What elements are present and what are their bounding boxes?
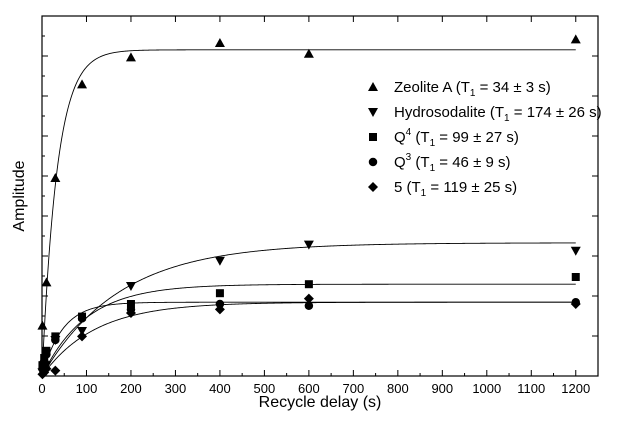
x-tick-label: 0 (38, 381, 45, 396)
legend-marker (368, 182, 378, 192)
fit-curve (41, 301, 576, 377)
x-tick-label: 100 (76, 381, 98, 396)
x-tick-label: 500 (254, 381, 276, 396)
data-point-series-3 (42, 350, 51, 359)
data-point-series-4 (303, 293, 314, 304)
data-point-series-1 (303, 240, 314, 250)
data-point-series-0 (125, 52, 136, 62)
data-point-series-3 (215, 299, 225, 309)
plot-area (41, 15, 599, 377)
data-point-series-1 (125, 282, 136, 291)
data-point-series-4 (77, 331, 88, 342)
plot-border (41, 15, 599, 377)
x-tick-label: 200 (120, 381, 142, 396)
fit-curves (41, 49, 576, 377)
legend-marker (369, 133, 377, 141)
fit-curve (41, 49, 576, 377)
x-tick-label: 700 (343, 381, 365, 396)
x-tick-label: 800 (387, 381, 409, 396)
data-point-series-3 (77, 314, 87, 323)
legend: Zeolite A (T1 = 34 ± 3 s) Hydrosodalite (… (368, 79, 602, 199)
data-point-series-0 (303, 48, 314, 58)
x-tick-label: 600 (298, 381, 320, 396)
x-tick-label: 1200 (561, 381, 590, 396)
data-point-series-4 (41, 363, 52, 374)
legend-label: Hydrosodalite (T1 = 174 ± 26 s) (394, 104, 602, 124)
legend-label: Q3 (T1 = 46 ± 9 s) (394, 152, 510, 174)
x-axis: 0 100 200 300 400 500 600 700 800 900 1000 1100 1200 (38, 16, 590, 396)
y-axis (42, 15, 598, 377)
x-axis-title: Recycle delay (s) (259, 394, 382, 411)
data-point-series-1 (214, 256, 225, 266)
data-point-series-3 (304, 301, 314, 311)
x-tick-label: 300 (165, 381, 187, 396)
x-tick-label: 400 (209, 381, 231, 396)
legend-label: Q4 (T1 = 99 ± 27 s) (394, 127, 519, 149)
legend-label: Zeolite A (T1 = 34 ± 3 s) (394, 79, 551, 99)
data-point-series-0 (214, 38, 225, 47)
data-point-series-2 (126, 300, 135, 308)
data-point-series-2 (215, 289, 224, 298)
legend-marker (368, 82, 378, 91)
legend-marker (368, 157, 378, 167)
y-axis-title: Amplitude (11, 160, 28, 231)
data-point-series-2 (304, 280, 313, 289)
data-point-series-4 (214, 304, 225, 315)
data-point-series-4 (50, 365, 61, 376)
legend-marker (368, 108, 378, 117)
data-point-series-0 (50, 173, 61, 182)
data-point-series-4 (125, 308, 136, 318)
data-point-series-0 (77, 79, 88, 89)
x-tick-label: 900 (431, 381, 453, 396)
data-point-series-0 (570, 34, 581, 44)
fit-curve (41, 301, 576, 377)
data-markers (37, 34, 581, 380)
data-point-series-3 (51, 335, 60, 345)
data-point-series-0 (41, 277, 52, 287)
data-point-series-2 (571, 273, 580, 281)
x-tick-label: 1000 (472, 381, 501, 396)
data-point-series-0 (37, 320, 48, 330)
x-tick-label: 1100 (517, 381, 545, 396)
legend-label: 5 (T1 = 119 ± 25 s) (394, 179, 517, 199)
data-point-series-1 (570, 246, 581, 256)
data-point-series-4 (570, 299, 581, 309)
